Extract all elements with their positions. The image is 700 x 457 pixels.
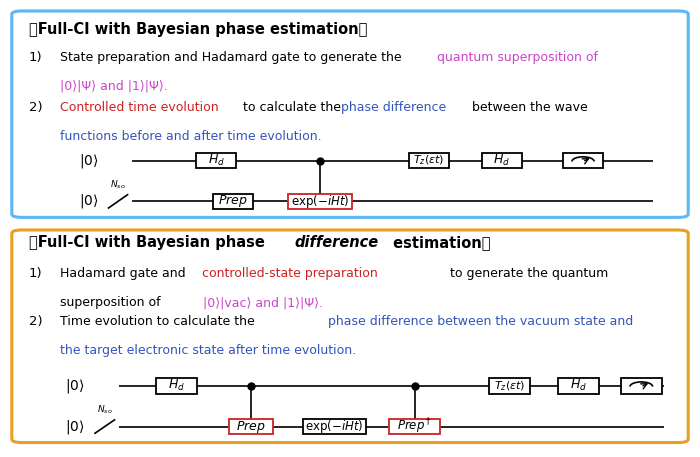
Text: State preparation and Hadamard gate to generate the: State preparation and Hadamard gate to g… <box>60 51 405 64</box>
Text: 2): 2) <box>29 315 43 328</box>
Text: $Prep^\dagger$: $Prep^\dagger$ <box>397 417 432 436</box>
Text: Time evolution to calculate the: Time evolution to calculate the <box>60 315 258 328</box>
Text: $H_d$: $H_d$ <box>494 153 510 168</box>
Text: between the wave: between the wave <box>468 101 587 114</box>
FancyBboxPatch shape <box>196 153 237 169</box>
FancyBboxPatch shape <box>12 230 688 442</box>
FancyBboxPatch shape <box>621 378 662 393</box>
Text: $N_{so}$: $N_{so}$ <box>110 179 126 191</box>
Text: to generate the quantum: to generate the quantum <box>447 267 608 281</box>
FancyBboxPatch shape <box>389 419 440 434</box>
Text: $|0\rangle$: $|0\rangle$ <box>65 418 85 436</box>
Text: $T_z(\varepsilon t)$: $T_z(\varepsilon t)$ <box>413 154 444 167</box>
FancyBboxPatch shape <box>409 153 449 169</box>
Text: $\exp(-iHt)$: $\exp(-iHt)$ <box>290 193 349 210</box>
Text: Hadamard gate and: Hadamard gate and <box>60 267 189 281</box>
Text: 1): 1) <box>29 51 43 64</box>
FancyBboxPatch shape <box>12 11 688 218</box>
Text: quantum superposition of: quantum superposition of <box>437 51 598 64</box>
Text: 【Full-CI with Bayesian phase estimation】: 【Full-CI with Bayesian phase estimation】 <box>29 21 368 37</box>
Text: to calculate the: to calculate the <box>239 101 345 114</box>
Text: 【Full-CI with Bayesian phase: 【Full-CI with Bayesian phase <box>29 235 270 250</box>
Text: $\exp(-iHt)$: $\exp(-iHt)$ <box>305 418 363 435</box>
Text: phase difference: phase difference <box>341 101 447 114</box>
Text: $|0\rangle$: $|0\rangle$ <box>65 377 85 395</box>
Text: estimation】: estimation】 <box>388 235 490 250</box>
Text: |0⟩|Ψ⟩ and |1⟩|Ψ⟩.: |0⟩|Ψ⟩ and |1⟩|Ψ⟩. <box>60 80 167 92</box>
Text: $|0\rangle$: $|0\rangle$ <box>79 152 99 170</box>
Text: difference: difference <box>294 235 378 250</box>
Text: functions before and after time evolution.: functions before and after time evolutio… <box>60 130 321 143</box>
Text: $N_{so}$: $N_{so}$ <box>97 404 113 416</box>
FancyBboxPatch shape <box>489 378 530 393</box>
Text: $Prep$: $Prep$ <box>236 419 266 435</box>
FancyBboxPatch shape <box>213 194 253 209</box>
Text: 1): 1) <box>29 267 43 281</box>
Text: 2): 2) <box>29 101 43 114</box>
FancyBboxPatch shape <box>229 419 274 434</box>
Text: $T_z(\varepsilon t)$: $T_z(\varepsilon t)$ <box>494 379 525 393</box>
Text: phase difference between the vacuum state and: phase difference between the vacuum stat… <box>328 315 634 328</box>
FancyBboxPatch shape <box>563 153 603 169</box>
Text: Controlled time evolution: Controlled time evolution <box>60 101 218 114</box>
FancyBboxPatch shape <box>288 194 352 209</box>
Text: the target electronic state after time evolution.: the target electronic state after time e… <box>60 344 356 357</box>
Text: $|0\rangle$: $|0\rangle$ <box>79 192 99 210</box>
FancyBboxPatch shape <box>482 153 522 169</box>
FancyBboxPatch shape <box>156 378 197 393</box>
Text: $H_d$: $H_d$ <box>570 378 587 393</box>
Text: |0⟩|vac⟩ and |1⟩|Ψ⟩.: |0⟩|vac⟩ and |1⟩|Ψ⟩. <box>203 296 323 309</box>
Text: $Prep$: $Prep$ <box>218 193 248 209</box>
Text: $H_d$: $H_d$ <box>208 153 225 168</box>
Text: $H_d$: $H_d$ <box>168 378 185 393</box>
Text: superposition of: superposition of <box>60 296 164 309</box>
FancyBboxPatch shape <box>557 378 598 393</box>
Text: controlled-state preparation: controlled-state preparation <box>202 267 377 281</box>
FancyBboxPatch shape <box>302 419 366 434</box>
